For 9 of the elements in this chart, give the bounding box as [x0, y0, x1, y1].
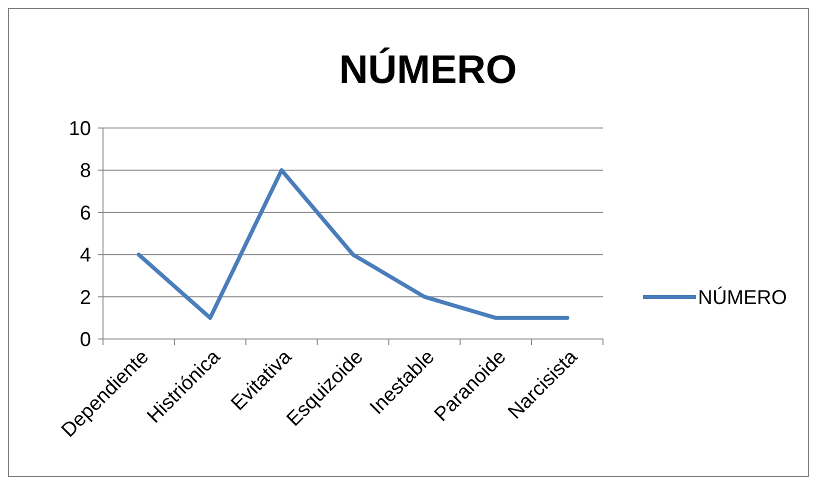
y-tick-label: 10	[68, 118, 91, 140]
y-tick-label: 6	[80, 202, 91, 224]
y-tick-label: 8	[80, 160, 91, 182]
y-tick-label: 4	[80, 244, 91, 267]
y-tick-label: 2	[80, 286, 91, 309]
chart-title: NÚMERO	[339, 47, 517, 92]
y-tick-label: 0	[80, 329, 91, 351]
legend-label: NÚMERO	[698, 286, 787, 309]
line-series	[136, 168, 570, 320]
